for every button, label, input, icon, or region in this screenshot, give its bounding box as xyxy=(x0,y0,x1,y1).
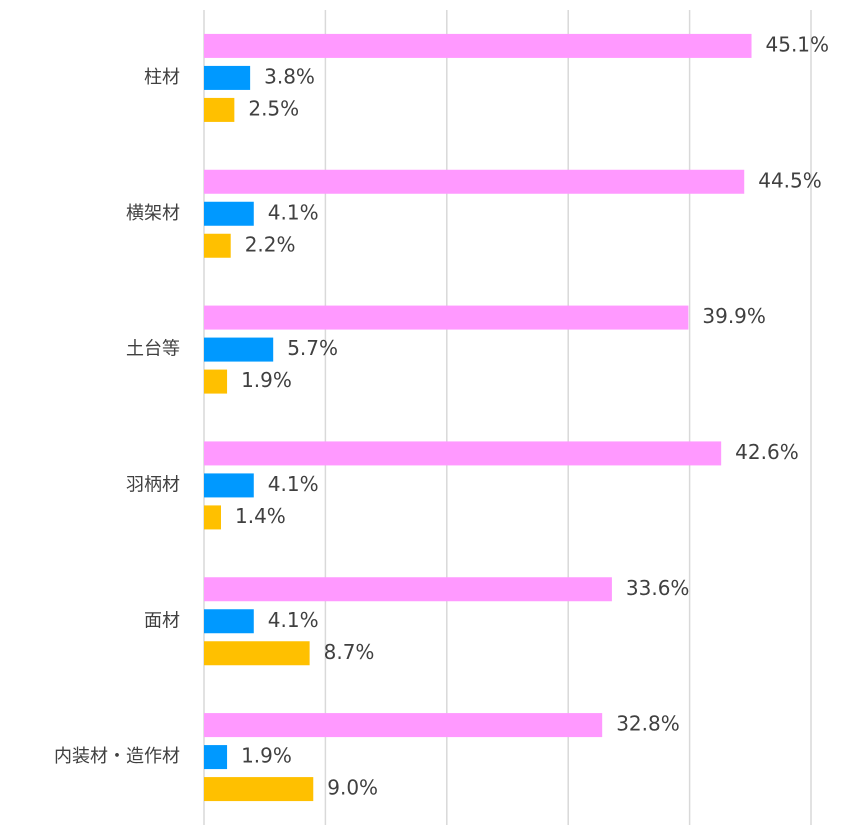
data-label: 3.8% xyxy=(264,64,315,88)
bar xyxy=(204,777,314,802)
bar xyxy=(204,169,745,194)
bar xyxy=(204,305,689,330)
data-label: 45.1% xyxy=(766,32,830,56)
bar xyxy=(204,337,274,362)
data-label: 33.6% xyxy=(626,576,690,600)
data-label: 39.9% xyxy=(702,304,766,328)
data-label: 4.1% xyxy=(268,200,319,224)
bar xyxy=(204,577,612,602)
data-label: 8.7% xyxy=(324,640,375,664)
y-tick-label: 内装材・造作材 xyxy=(54,746,180,767)
bar xyxy=(204,441,722,466)
bar xyxy=(204,369,228,394)
data-label: 42.6% xyxy=(735,440,799,464)
data-label: 2.2% xyxy=(245,232,296,256)
data-label: 5.7% xyxy=(287,336,338,360)
bar xyxy=(204,233,231,258)
data-label: 4.1% xyxy=(268,472,319,496)
y-tick-label: 面材 xyxy=(144,610,180,631)
data-label: 2.5% xyxy=(248,96,299,120)
data-label: 1.9% xyxy=(241,368,292,392)
y-tick-label: 羽柄材 xyxy=(126,474,180,495)
bar xyxy=(204,609,254,634)
bar xyxy=(204,641,310,666)
bar xyxy=(204,201,254,226)
bar xyxy=(204,713,603,738)
y-tick-label: 横架材 xyxy=(126,203,180,224)
bar xyxy=(204,97,235,122)
y-tick-label: 柱材 xyxy=(144,67,180,88)
bar xyxy=(204,33,752,58)
data-label: 9.0% xyxy=(327,776,378,800)
bar xyxy=(204,505,221,530)
bar xyxy=(204,65,251,90)
data-label: 1.4% xyxy=(235,504,286,528)
data-label: 1.9% xyxy=(241,744,292,768)
data-label: 4.1% xyxy=(268,608,319,632)
bar xyxy=(204,473,254,498)
bar xyxy=(204,745,228,770)
data-label: 32.8% xyxy=(616,712,680,736)
data-label: 44.5% xyxy=(758,168,822,192)
y-tick-label: 土台等 xyxy=(126,339,180,360)
